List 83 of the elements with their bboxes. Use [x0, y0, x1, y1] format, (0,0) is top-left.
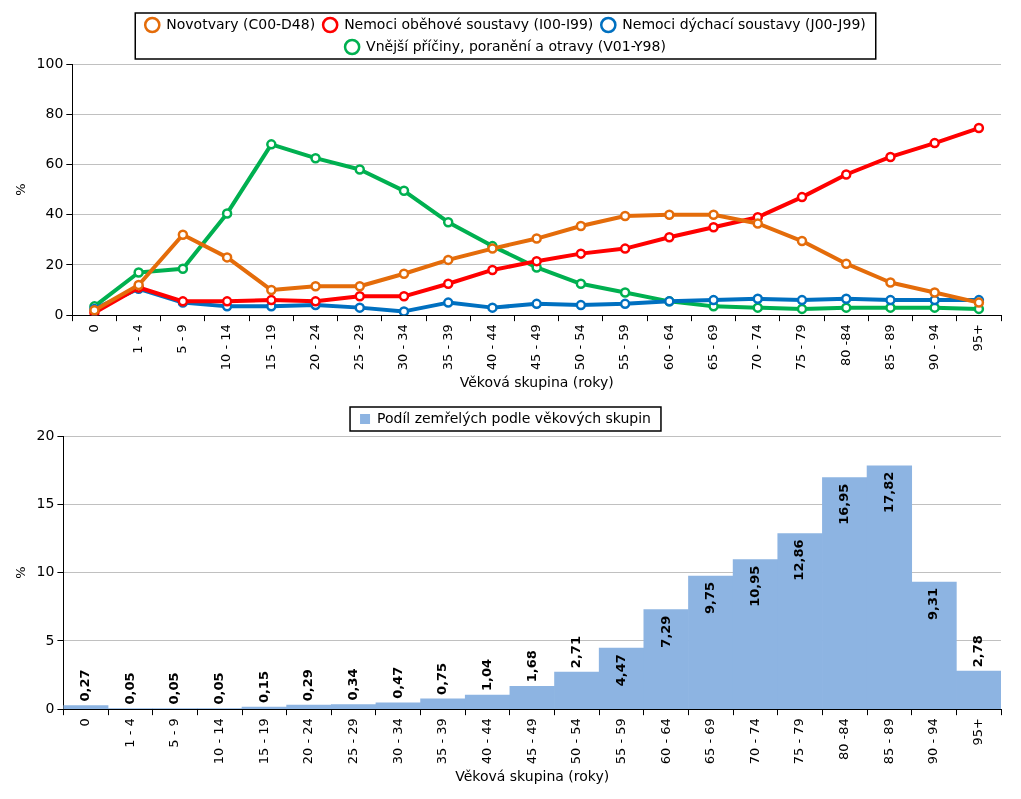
y-tick-label: 40 — [45, 205, 64, 222]
x-tick-label: 75 - 79 — [793, 324, 809, 371]
legend-label: Novotvary (C00-D48) — [166, 15, 316, 32]
x-axis-title: Věková skupina (roky) — [459, 374, 614, 391]
x-tick-label: 5 - 9 — [166, 718, 182, 748]
x-tick-label: 0 — [77, 718, 93, 727]
x-tick-label: 80 -84 — [836, 718, 852, 761]
y-tick-label: 20 — [45, 255, 64, 272]
x-tick-label: 85 - 89 — [881, 324, 897, 371]
y-tick-label: 0 — [54, 305, 64, 322]
x-tick-label: 15 - 19 — [262, 324, 278, 371]
y-tick-label: 10 — [36, 563, 55, 580]
y-tick-label: 100 — [36, 54, 64, 71]
data-label: 17,82 — [880, 471, 896, 513]
legend-label: Nemoci oběhové soustavy (I00-I99) — [344, 15, 594, 32]
x-tick-label: 35 - 39 — [439, 324, 455, 371]
legend-label: Vnější příčiny, poranění a otravy (V01-Y98) — [366, 37, 666, 54]
data-label: 0,05 — [121, 672, 137, 705]
x-tick-label: 90 - 94 — [926, 324, 942, 371]
x-tick-label: 95+ — [970, 324, 986, 352]
x-tick-label: 1 - 4 — [130, 324, 146, 354]
data-label: 2,78 — [970, 635, 986, 668]
y-tick-label: 60 — [45, 155, 64, 172]
data-label: 0,27 — [77, 669, 93, 702]
data-label: 7,29 — [657, 615, 673, 648]
x-tick-label: 60 - 64 — [660, 324, 676, 371]
data-label: 9,31 — [925, 588, 941, 621]
data-label: 4,47 — [612, 654, 628, 687]
y-axis-title: % — [13, 183, 29, 196]
x-tick-label: 10 - 14 — [218, 324, 234, 371]
data-label: 9,75 — [702, 581, 718, 615]
y-tick-label: 5 — [45, 631, 55, 648]
x-tick-label: 15 - 19 — [255, 718, 271, 765]
y-axis-title: % — [13, 566, 29, 579]
x-axis-title: Věková skupina (roky) — [455, 768, 610, 785]
data-label: 1,04 — [478, 658, 494, 691]
y-tick-label: 20 — [36, 426, 55, 443]
x-tick-label: 55 - 59 — [612, 718, 628, 765]
x-tick-label: 90 - 94 — [925, 718, 941, 765]
x-tick-label: 95+ — [970, 718, 986, 746]
legend-label: Nemoci dýchací soustavy (J00-J99) — [622, 15, 866, 32]
x-tick-label: 70 - 74 — [746, 718, 762, 765]
data-label: 0,15 — [255, 671, 271, 704]
y-tick-label: 15 — [36, 494, 55, 511]
data-label: 0,34 — [344, 668, 360, 701]
x-tick-label: 30 - 34 — [389, 718, 405, 765]
x-tick-label: 30 - 34 — [395, 324, 411, 371]
x-tick-label: 5 - 9 — [174, 324, 190, 354]
data-label: 0,05 — [166, 672, 182, 705]
x-tick-label: 45 - 49 — [523, 718, 539, 765]
x-tick-label: 70 - 74 — [749, 324, 765, 371]
x-tick-label: 1 - 4 — [121, 718, 137, 748]
data-label: 0,47 — [389, 666, 405, 699]
x-tick-label: 50 - 54 — [568, 718, 584, 765]
x-tick-label: 85 - 89 — [880, 718, 896, 765]
data-label: 0,29 — [300, 669, 316, 702]
x-tick-label: 10 - 14 — [211, 718, 227, 765]
x-tick-label: 65 - 69 — [702, 718, 718, 765]
x-tick-label: 55 - 59 — [616, 324, 632, 371]
data-label: 0,75 — [434, 662, 450, 695]
x-tick-label: 65 - 69 — [704, 324, 720, 371]
x-tick-label: 60 - 64 — [657, 718, 673, 765]
y-tick-label: 80 — [45, 104, 64, 121]
x-tick-label: 45 - 49 — [528, 324, 544, 371]
x-tick-label: 50 - 54 — [572, 324, 588, 371]
data-label: 2,71 — [568, 636, 584, 669]
x-tick-label: 40 - 44 — [478, 718, 494, 765]
x-tick-label: 20 - 24 — [306, 324, 322, 371]
data-label: 10,95 — [746, 565, 762, 607]
legend-label: Podíl zemřelých podle věkových skupin — [377, 409, 651, 426]
x-tick-label: 0 — [85, 324, 101, 333]
x-tick-label: 40 - 44 — [483, 324, 499, 371]
x-tick-label: 35 - 39 — [434, 718, 450, 765]
x-tick-label: 25 - 29 — [344, 718, 360, 765]
x-tick-label: 80 -84 — [837, 324, 853, 367]
data-label: 1,68 — [523, 650, 539, 683]
x-tick-label: 20 - 24 — [300, 718, 316, 765]
data-label: 12,86 — [791, 539, 807, 581]
x-tick-label: 75 - 79 — [791, 718, 807, 765]
data-label: 0,05 — [211, 672, 227, 705]
x-tick-label: 25 - 29 — [351, 324, 367, 371]
y-tick-label: 0 — [45, 699, 55, 716]
data-label: 16,95 — [836, 483, 852, 525]
